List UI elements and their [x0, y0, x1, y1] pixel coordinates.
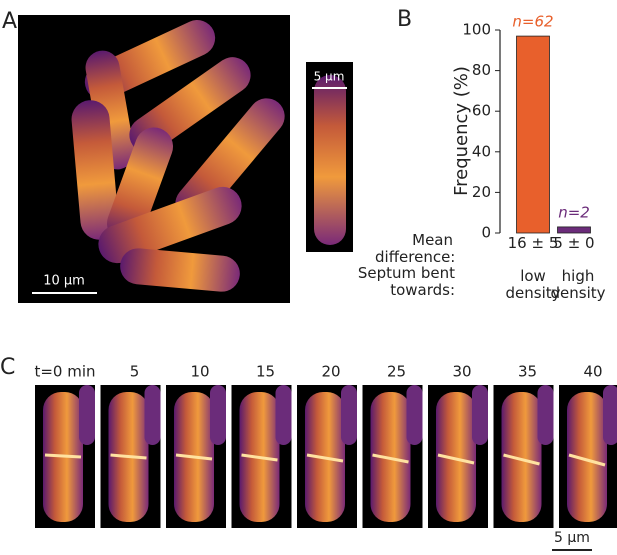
septum: [241, 453, 278, 462]
x-tick-label: low density: [505, 267, 561, 302]
septum: [503, 453, 540, 466]
cell: [406, 385, 423, 445]
time-label: 40: [583, 363, 602, 381]
septum: [372, 453, 409, 464]
cell: [472, 385, 488, 445]
time-label: 20: [321, 363, 340, 381]
x-tick-label: high density: [550, 267, 606, 302]
septum: [175, 453, 213, 461]
y-tick-label: 0: [481, 224, 491, 242]
annotation: n=62: [512, 13, 553, 31]
cell: [603, 385, 617, 445]
y-tick-label: 60: [472, 102, 491, 120]
cell: [210, 385, 226, 445]
panel-label: B: [397, 7, 412, 32]
row-label: Mean difference:: [375, 231, 456, 266]
panel-label: A: [2, 9, 17, 34]
septum: [44, 453, 82, 459]
scale-label: 5 µm: [554, 530, 590, 546]
cell: [567, 392, 607, 522]
mean-difference: 5 ± 0: [553, 234, 595, 252]
cell: [341, 385, 357, 445]
mean-difference: 16 ± 5: [507, 234, 559, 252]
septum: [568, 453, 606, 467]
cell: [436, 392, 476, 522]
cell: [275, 385, 292, 445]
scale-label: 5 µm: [314, 70, 345, 84]
y-tick-label: 20: [472, 183, 491, 201]
time-label: 25: [387, 363, 406, 381]
septum: [306, 453, 344, 463]
cell: [537, 385, 554, 445]
bar: [516, 35, 550, 234]
time-label: 30: [452, 363, 471, 381]
time-label: t=0 min: [34, 363, 95, 381]
row-label: Septum bent towards:: [357, 264, 455, 299]
time-label: 35: [518, 363, 537, 381]
y-axis-label: Frequency (%): [451, 66, 472, 196]
cell: [144, 385, 161, 445]
y-tick-label: 40: [472, 142, 491, 160]
panel-label: C: [0, 355, 15, 380]
bar: [557, 226, 591, 234]
septum: [110, 453, 147, 460]
scale-label: 10 µm: [43, 274, 85, 289]
time-label: 10: [190, 363, 209, 381]
time-label: 5: [130, 363, 140, 381]
micrograph: [18, 15, 353, 303]
y-tick-label: 80: [472, 61, 491, 79]
cell: [79, 385, 95, 445]
septum: [437, 453, 475, 465]
y-tick-label: 100: [462, 21, 491, 39]
time-lapse: [35, 385, 617, 528]
annotation: n=2: [558, 203, 590, 221]
cell: [501, 392, 542, 522]
time-label: 15: [256, 363, 275, 381]
